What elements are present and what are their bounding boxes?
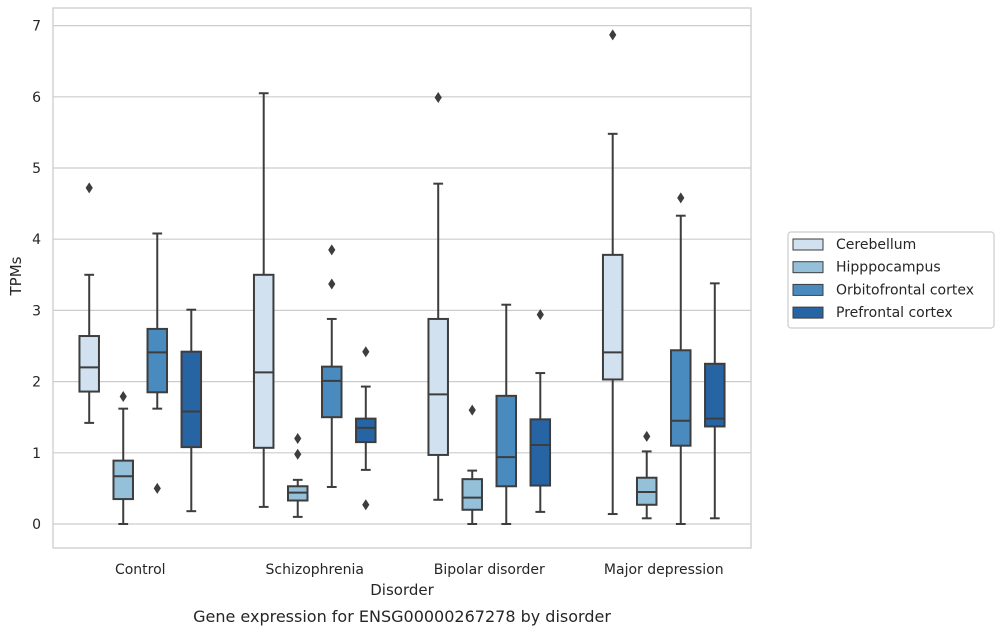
x-axis-label: Disorder [370,581,434,599]
legend: Cerebellum Hipppocampus Orbitofrontal cort… [787,231,995,329]
outlier-point [294,448,302,460]
y-tick-label: 3 [32,303,41,319]
box-hipppocampus-major-depression [635,430,658,520]
box-cerebellum-schizophrenia [252,92,275,508]
plot-area-frame [52,7,752,549]
box-hipppocampus-control [112,391,134,525]
box-iqr [78,335,100,393]
legend-swatch [792,261,824,274]
y-tick-label: 2 [32,375,41,391]
box-prefrontal-cortex-major-depression [704,282,726,520]
box-iqr [180,350,203,449]
legend-label: Prefrontal cortex [836,305,953,321]
legend-frame [787,231,995,329]
x-tick-label: Schizophrenia [266,562,364,578]
y-tick-label: 6 [32,90,41,106]
box-iqr [461,478,483,511]
series-hipppocampus [112,391,658,525]
legend-item-prefrontal-cortex: Prefrontal cortex [792,305,953,321]
outlier-point [362,499,370,511]
box-orbitofrontal-cortex-schizophrenia [321,244,343,488]
box-cerebellum-control [78,182,100,424]
box-series-group [78,29,726,525]
y-axis-label: TPMs [7,256,25,296]
y-tick-label: 7 [32,19,41,35]
box-iqr [529,418,552,487]
legend-item-orbitofrontal-cortex: Orbitofrontal cortex [792,282,974,298]
outlier-point [536,309,544,321]
legend-swatch [792,238,824,251]
outlier-point [362,346,370,358]
y-tick-label: 4 [32,232,41,248]
y-tick-label: 5 [32,161,41,177]
box-iqr [355,417,377,444]
outlier-point [677,192,685,204]
box-hipppocampus-schizophrenia [286,433,309,518]
outlier-point [643,430,651,442]
box-iqr [321,365,343,419]
outlier-point [119,391,127,403]
outlier-point [85,182,93,194]
box-hipppocampus-bipolar-disorder [461,404,483,525]
y-tick-label: 0 [32,517,41,533]
legend-item-hipppocampus: Hipppocampus [792,260,941,276]
series-prefrontal-cortex [180,282,726,520]
box-iqr [495,394,518,488]
box-prefrontal-cortex-bipolar-disorder [529,309,552,513]
box-prefrontal-cortex-control [180,308,203,513]
gridlines [53,25,751,525]
box-orbitofrontal-cortex-major-depression [670,192,692,525]
series-orbitofrontal-cortex [146,192,692,525]
x-tick-label: Major depression [604,562,724,578]
box-iqr [670,349,692,447]
box-prefrontal-cortex-schizophrenia [355,346,377,511]
legend-swatch [792,283,824,296]
legend-label: Hipppocampus [836,260,941,276]
box-iqr [252,273,275,449]
outlier-point [153,482,161,494]
legend-item-cerebellum: Cerebellum [792,237,916,253]
box-cerebellum-major-depression [601,29,624,516]
box-iqr [427,317,449,456]
x-tick-label: Bipolar disorder [434,562,545,578]
outlier-point [434,92,442,104]
outlier-point [609,29,617,41]
legend-label: Orbitofrontal cortex [836,282,974,298]
legend-swatch [792,306,824,319]
box-iqr [601,253,624,381]
box-iqr [146,327,169,394]
box-iqr [704,362,726,428]
box-cerebellum-bipolar-disorder [427,92,449,501]
chart-caption: Gene expression for ENSG00000267278 by d… [193,607,611,626]
box-orbitofrontal-cortex-control [146,232,169,494]
outlier-point [328,278,336,290]
y-tick-labels: 0 1 2 3 4 5 6 7 [32,19,41,533]
x-tick-labels: Control Schizophrenia Bipolar disorder Majo… [115,562,724,578]
series-cerebellum [78,29,624,516]
outlier-point [468,404,476,416]
outlier-point [328,244,336,256]
box-iqr [112,459,134,501]
box-orbitofrontal-cortex-bipolar-disorder [495,303,518,525]
y-tick-label: 1 [32,446,41,462]
x-tick-label: Control [115,562,166,578]
legend-label: Cerebellum [836,237,916,253]
outlier-point [294,433,302,445]
